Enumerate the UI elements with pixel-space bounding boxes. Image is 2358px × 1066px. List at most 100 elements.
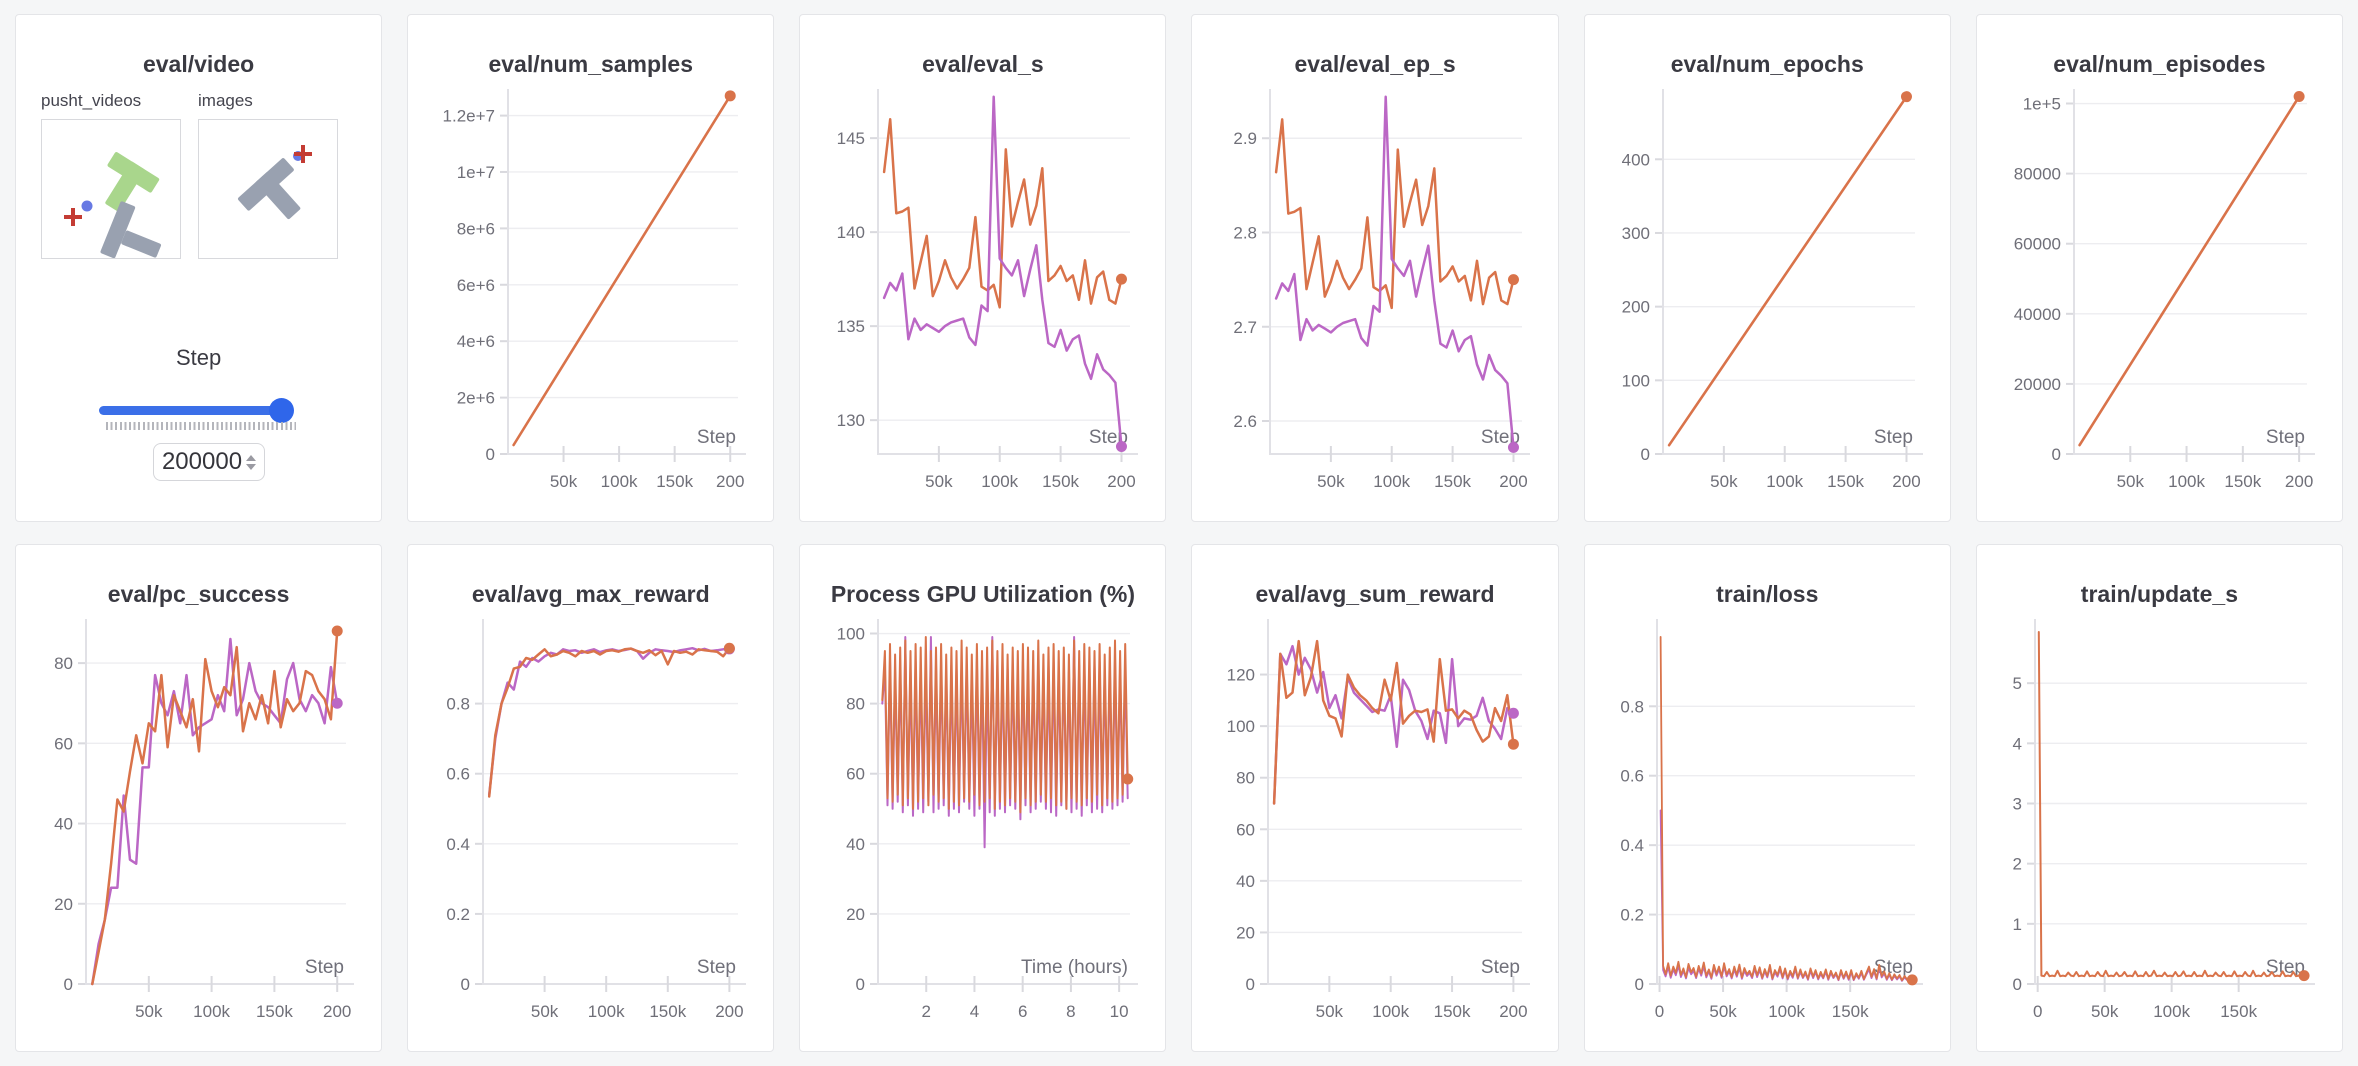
svg-text:50k: 50k — [135, 1002, 163, 1021]
chart-plot-avg_max_reward[interactable]: 0 0.2 0.4 0.6 0.8 50k 100k 150k 200 Step — [408, 545, 773, 1048]
svg-text:80: 80 — [846, 695, 865, 714]
step-input-stepper[interactable] — [246, 454, 257, 470]
stepper-down-icon[interactable] — [246, 463, 257, 470]
svg-text:0.6: 0.6 — [447, 765, 471, 784]
step-input-value[interactable]: 200000 — [161, 448, 243, 475]
chart-title: eval/num_episodes — [2053, 51, 2266, 77]
chart-plot-num_episodes[interactable]: 0 20000 40000 60000 80000 1e+5 50k 100k 150k 200 S… — [1977, 15, 2342, 518]
svg-text:200: 200 — [715, 1002, 743, 1021]
svg-text:145: 145 — [837, 129, 865, 148]
svg-text:150k: 150k — [650, 1002, 687, 1021]
svg-text:2.8: 2.8 — [1234, 223, 1258, 242]
svg-text:Step: Step — [1874, 427, 1913, 448]
svg-text:4e+6: 4e+6 — [457, 332, 495, 351]
svg-text:150k: 150k — [1831, 1002, 1868, 1021]
svg-text:Step: Step — [697, 957, 736, 978]
svg-text:60: 60 — [54, 734, 73, 753]
chart-panel-pc_success[interactable]: eval/pc_success 0 20 40 60 80 50k 100k 150k 200 S… — [15, 544, 383, 1052]
svg-text:50k: 50k — [2091, 1002, 2119, 1021]
svg-text:20: 20 — [1237, 923, 1256, 942]
svg-text:2: 2 — [2012, 855, 2021, 874]
svg-text:100k: 100k — [982, 472, 1019, 491]
step-slider-ruler — [106, 422, 296, 430]
svg-text:1: 1 — [2012, 915, 2021, 934]
svg-text:Step: Step — [697, 427, 736, 448]
svg-text:0: 0 — [2051, 445, 2060, 464]
chart-panel-num_samples[interactable]: eval/num_samples 0 2e+6 4e+6 6e+6 8e+6 1e+7 1.… — [407, 14, 775, 522]
svg-text:200: 200 — [716, 472, 744, 491]
svg-text:2.9: 2.9 — [1234, 129, 1258, 148]
chart-title: eval/num_samples — [488, 51, 694, 77]
svg-text:0.2: 0.2 — [1620, 906, 1644, 925]
svg-text:50k: 50k — [1316, 1002, 1344, 1021]
step-input[interactable]: 200000 — [153, 443, 265, 481]
chart-panel-eval_s[interactable]: eval/eval_s 130 135 140 145 50k 100k 150k 200 St… — [799, 14, 1167, 522]
green-t-block — [105, 152, 160, 212]
chart-plot-gpu_util[interactable]: 0 20 40 60 80 100 2 4 6 8 10 Time (hours) — [800, 545, 1165, 1048]
chart-title: train/loss — [1716, 581, 1819, 607]
svg-text:150k: 150k — [256, 1002, 293, 1021]
chart-panel-num_epochs[interactable]: eval/num_epochs 0 100 200 300 400 50k 100k 150k… — [1583, 14, 1951, 522]
svg-text:150k: 150k — [656, 472, 693, 491]
images-thumbnail[interactable] — [198, 119, 338, 259]
svg-text:100k: 100k — [2168, 472, 2205, 491]
svg-text:20000: 20000 — [2014, 375, 2061, 394]
svg-text:5: 5 — [2012, 674, 2021, 693]
svg-text:60: 60 — [846, 765, 865, 784]
chart-panel-avg_max_reward[interactable]: eval/avg_max_reward 0 0.2 0.4 0.6 0.8 50k 100k… — [407, 544, 775, 1052]
chart-plot-train_update_s[interactable]: 0 1 2 3 4 5 0 50k 100k 150k Step — [1977, 545, 2342, 1048]
step-slider[interactable] — [99, 406, 293, 415]
svg-text:40: 40 — [846, 835, 865, 854]
svg-text:40000: 40000 — [2014, 305, 2061, 324]
svg-text:100k: 100k — [2153, 1002, 2190, 1021]
chart-panel-num_episodes[interactable]: eval/num_episodes 0 20000 40000 60000 80000 1… — [1975, 14, 2343, 522]
svg-text:50k: 50k — [1709, 1002, 1737, 1021]
svg-text:50k: 50k — [925, 472, 953, 491]
svg-text:100k: 100k — [588, 1002, 625, 1021]
gray-t-block — [238, 158, 301, 219]
svg-text:100: 100 — [837, 625, 865, 644]
chart-title: eval/num_epochs — [1670, 51, 1864, 77]
svg-text:0.4: 0.4 — [447, 835, 471, 854]
svg-text:50k: 50k — [531, 1002, 559, 1021]
stepper-up-icon[interactable] — [246, 454, 257, 461]
svg-text:Step: Step — [1481, 427, 1520, 448]
svg-text:0: 0 — [486, 445, 495, 464]
chart-panel-train_loss[interactable]: train/loss 0 0.2 0.4 0.6 0.8 0 50k 100k 150k Step — [1583, 544, 1951, 1052]
chart-panel-eval_ep_s[interactable]: eval/eval_ep_s 2.6 2.7 2.8 2.9 50k 100k 150k 20… — [1191, 14, 1559, 522]
panel-eval-video[interactable]: eval/video pusht_videos images — [15, 14, 383, 522]
svg-text:2.6: 2.6 — [1234, 412, 1258, 431]
svg-text:0.4: 0.4 — [1620, 836, 1644, 855]
chart-panel-train_update_s[interactable]: train/update_s 0 1 2 3 4 5 0 50k 100k 150k Step — [1975, 544, 2343, 1052]
svg-text:100k: 100k — [1374, 472, 1411, 491]
chart-plot-avg_sum_reward[interactable]: 0 20 40 60 80 100 120 50k 100k 150k 200 Step — [1192, 545, 1557, 1048]
step-slider-thumb[interactable] — [269, 398, 294, 423]
svg-text:4: 4 — [2012, 734, 2021, 753]
svg-text:4: 4 — [970, 1002, 979, 1021]
chart-title: Process GPU Utilization (%) — [830, 581, 1135, 607]
svg-text:50k: 50k — [550, 472, 578, 491]
chart-panel-gpu_util[interactable]: Process GPU Utilization (%) 0 20 40 60 80 100… — [799, 544, 1167, 1052]
svg-text:20: 20 — [54, 895, 73, 914]
svg-text:0.2: 0.2 — [447, 905, 471, 924]
chart-plot-pc_success[interactable]: 0 20 40 60 80 50k 100k 150k 200 Step — [16, 545, 381, 1048]
svg-text:2: 2 — [922, 1002, 931, 1021]
pusht-video-thumbnail[interactable] — [41, 119, 181, 259]
svg-text:1e+7: 1e+7 — [457, 163, 495, 182]
chart-panel-avg_sum_reward[interactable]: eval/avg_sum_reward 0 20 40 60 80 100 120 50k 10… — [1191, 544, 1559, 1052]
svg-text:50k: 50k — [2116, 472, 2144, 491]
svg-text:150k: 150k — [1435, 472, 1472, 491]
chart-plot-eval_ep_s[interactable]: 2.6 2.7 2.8 2.9 50k 100k 150k 200 Step — [1192, 15, 1557, 518]
goal-cross-icon — [294, 145, 312, 163]
svg-text:20: 20 — [846, 905, 865, 924]
chart-plot-num_samples[interactable]: 0 2e+6 4e+6 6e+6 8e+6 1e+7 1.2e+7 50k 100k 150k 20… — [408, 15, 773, 518]
svg-text:0: 0 — [2033, 1002, 2042, 1021]
chart-title: eval/eval_s — [922, 51, 1044, 77]
svg-text:50k: 50k — [1710, 472, 1738, 491]
chart-plot-num_epochs[interactable]: 0 100 200 300 400 50k 100k 150k 200 Step — [1585, 15, 1950, 518]
svg-text:40: 40 — [1237, 872, 1256, 891]
svg-text:200: 200 — [1500, 472, 1528, 491]
